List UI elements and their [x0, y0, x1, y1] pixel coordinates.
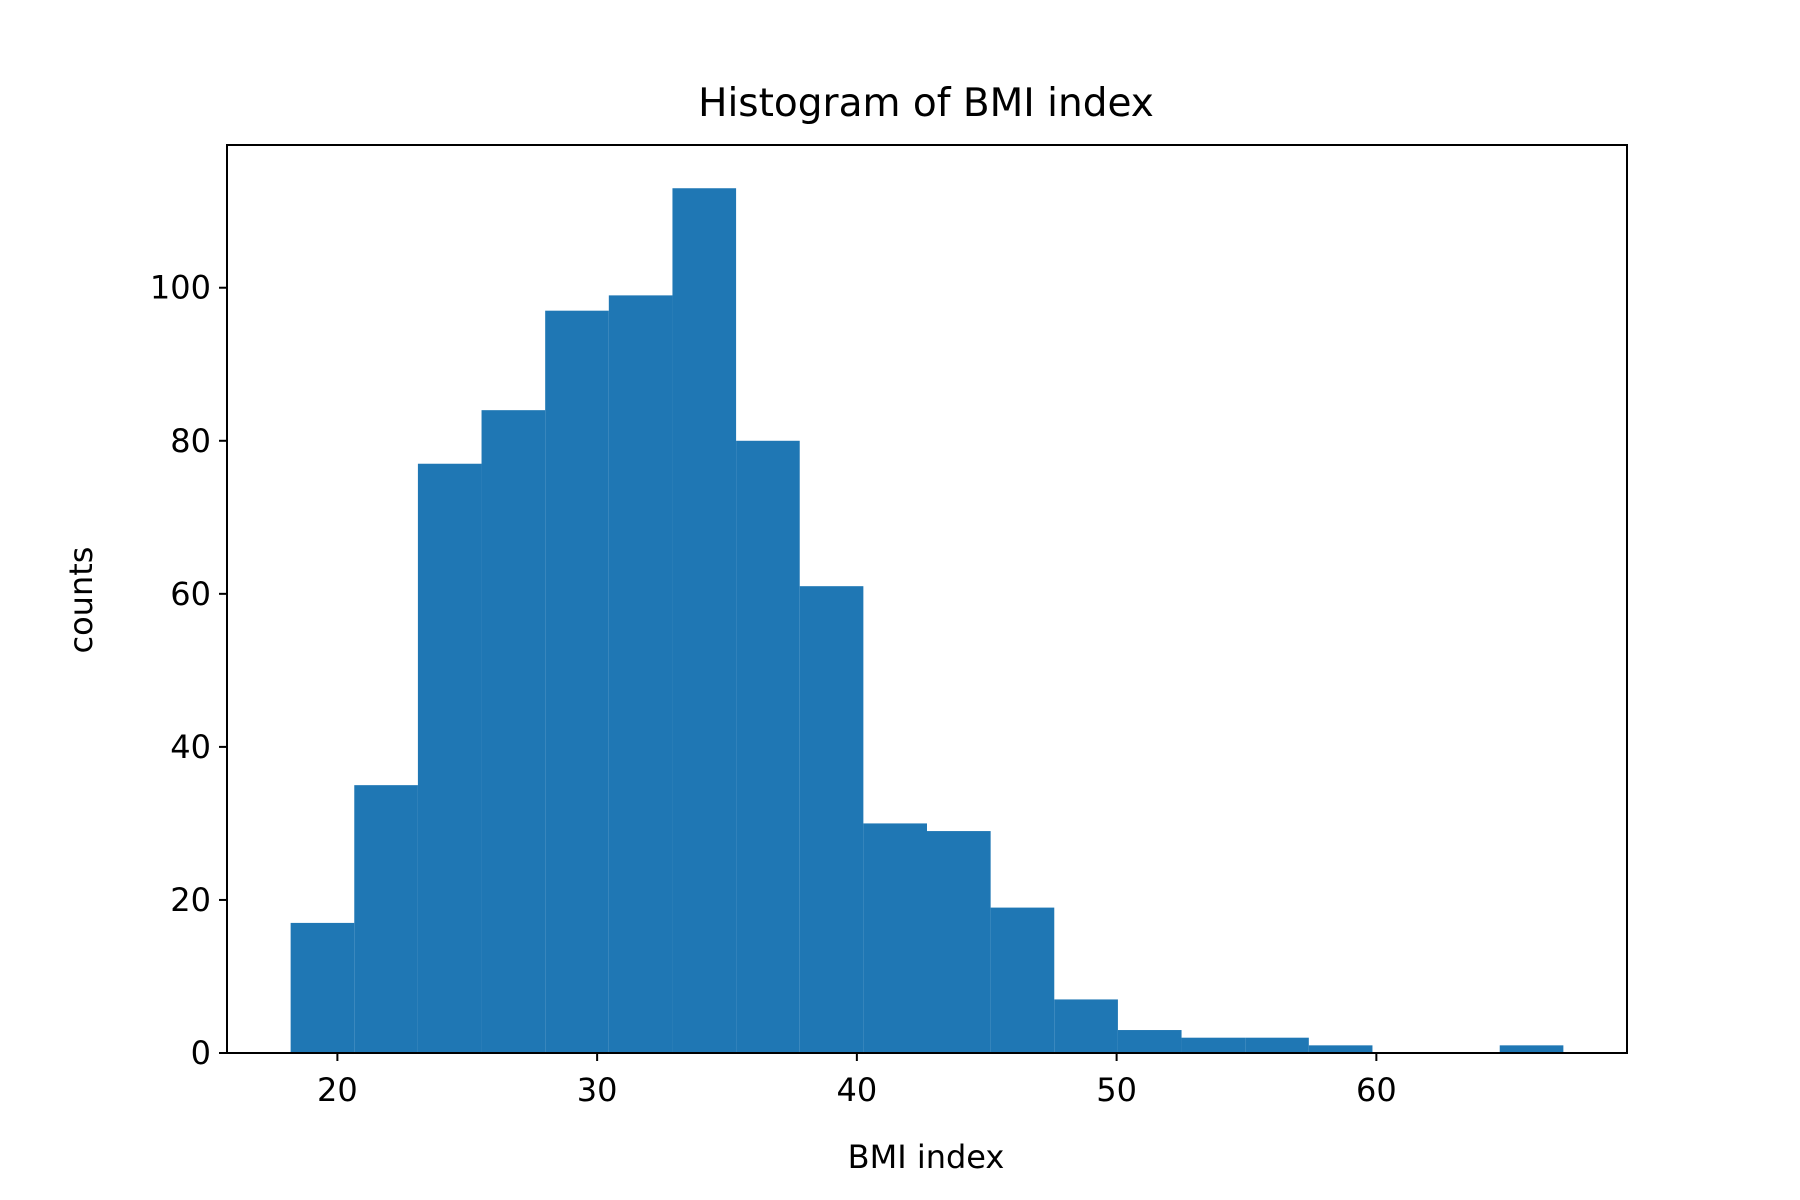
x-tick-label: 40 [837, 1071, 878, 1109]
histogram-bar [927, 831, 991, 1053]
histogram-bar [417, 463, 482, 1054]
y-tick-label: 100 [150, 269, 211, 307]
x-tick-label: 60 [1356, 1071, 1397, 1109]
x-axis-label: BMI index [848, 1138, 1005, 1176]
histogram-bar [799, 586, 864, 1053]
bars-group [290, 188, 1564, 1054]
histogram-bar [290, 922, 355, 1053]
histogram-bar [608, 295, 673, 1054]
histogram-bar [1499, 1045, 1564, 1053]
y-tick-label: 20 [170, 881, 211, 919]
x-tick-label: 20 [317, 1071, 358, 1109]
y-tick-label: 80 [170, 422, 211, 460]
histogram-bar [736, 440, 800, 1053]
histogram-bar [1245, 1037, 1309, 1053]
histogram-bar [1054, 999, 1118, 1053]
histogram-bar [863, 823, 927, 1053]
y-tick-label: 0 [191, 1034, 211, 1072]
histogram-bar [545, 310, 609, 1053]
histogram-bar [354, 785, 418, 1053]
histogram-bar [990, 907, 1055, 1053]
histogram-bar [1117, 1030, 1182, 1053]
x-tick-label: 30 [577, 1071, 618, 1109]
y-tick-label: 40 [170, 728, 211, 766]
histogram-bar [481, 410, 546, 1053]
histogram-bar [1308, 1045, 1373, 1053]
y-tick-label: 60 [170, 575, 211, 613]
y-axis: 0 20 40 60 80 100 [150, 269, 227, 1072]
x-tick-label: 50 [1096, 1071, 1137, 1109]
x-axis: 20 30 40 50 60 [317, 1053, 1397, 1109]
chart-title: Histogram of BMI index [698, 81, 1154, 126]
histogram-bar [672, 188, 737, 1053]
y-axis-label: counts [62, 547, 100, 654]
histogram-bar [1181, 1037, 1246, 1053]
plot-frame [226, 144, 1628, 1054]
